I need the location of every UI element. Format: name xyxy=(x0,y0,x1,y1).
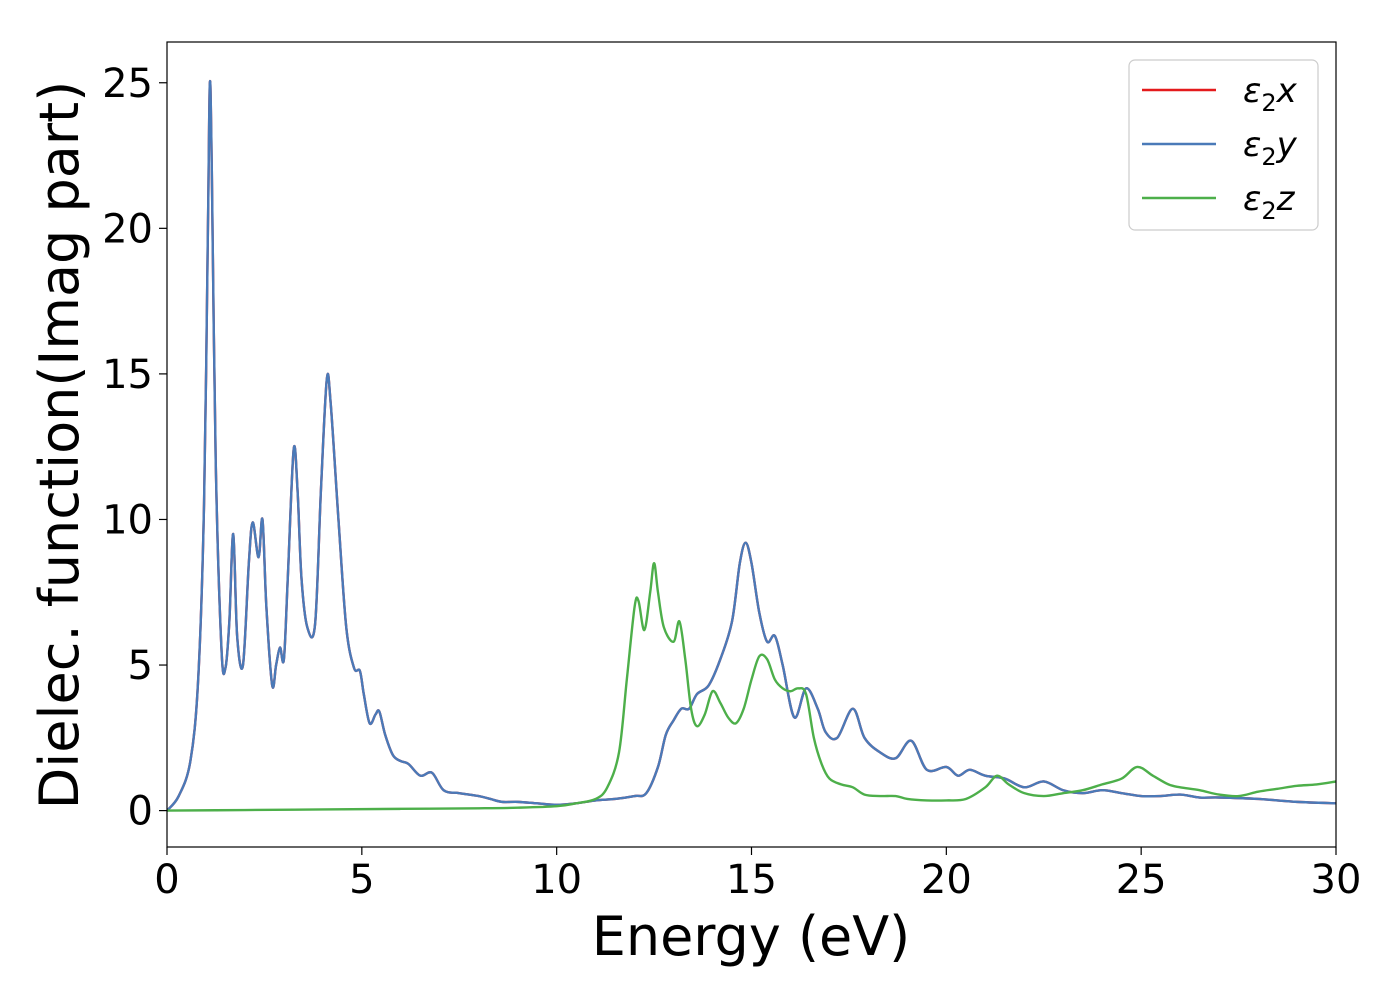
legend-label-variable: z xyxy=(1276,179,1296,219)
legend-label-subscript: 2 xyxy=(1261,143,1276,171)
x-tick-label: 20 xyxy=(921,857,972,903)
legend-box xyxy=(1128,59,1319,231)
y-tick-label: 5 xyxy=(128,643,153,689)
y-tick-label: 10 xyxy=(102,497,153,543)
x-axis-label: Energy (eV) xyxy=(592,905,911,968)
x-tick-label: 0 xyxy=(154,857,179,903)
legend-label-subscript: 2 xyxy=(1261,89,1276,117)
x-tick-label: 5 xyxy=(349,857,374,903)
legend-label-symbol: ε xyxy=(1243,179,1261,219)
legend-label-x: ε2x xyxy=(1243,71,1298,117)
legend-label-variable: y xyxy=(1276,125,1298,165)
y-axis-label: Dielec. function(Imag part) xyxy=(28,81,91,810)
x-tick-label: 25 xyxy=(1116,857,1167,903)
y-tick-label: 20 xyxy=(102,206,153,252)
legend-label-symbol: ε xyxy=(1243,125,1261,165)
series-line-z xyxy=(167,561,1336,812)
y-tick-label: 0 xyxy=(128,789,153,835)
x-tick-label: 30 xyxy=(1311,857,1362,903)
legend-label-symbol: ε xyxy=(1243,71,1261,111)
x-tick-label: 15 xyxy=(726,857,777,903)
legend-label-z: ε2z xyxy=(1243,179,1296,225)
plot-frame xyxy=(166,41,1337,848)
legend-label-y: ε2y xyxy=(1243,125,1298,171)
y-tick-label: 15 xyxy=(102,352,153,398)
plot-area xyxy=(167,79,1336,812)
legend-label-subscript: 2 xyxy=(1261,197,1276,225)
x-tick-label: 10 xyxy=(531,857,582,903)
legend-label-variable: x xyxy=(1276,71,1298,111)
series-line-y xyxy=(167,79,1336,812)
y-tick-label: 25 xyxy=(102,61,153,107)
axes-layer: 0 5 10 15 20 25 30 0 5 10 15 20 25 xyxy=(102,61,1361,903)
